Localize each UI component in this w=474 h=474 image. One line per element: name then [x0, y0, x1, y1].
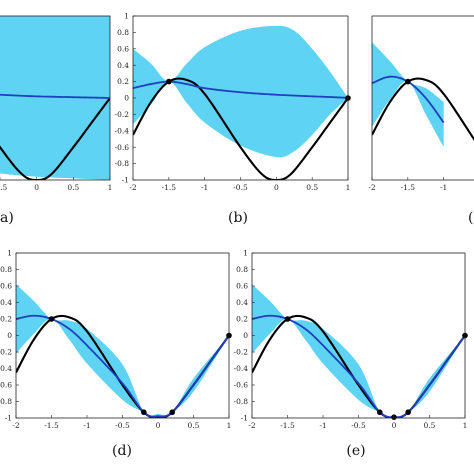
confidence-band: [16, 284, 229, 418]
true-function-line: [0, 97, 110, 180]
panel-d: -2 -1.5 -1 -0.5 0 0.5 1 1 0.8 0.6 0.4 0.2 0 -0.2 -0.4 -…: [0, 249, 232, 459]
y-tick-label: -0.8: [115, 159, 130, 168]
y-tick-label: -1: [5, 414, 12, 423]
x-tick-label: -1: [319, 421, 326, 430]
x-tick-label: -1: [201, 183, 208, 192]
y-tick-label: 0.4: [117, 61, 129, 70]
plot-area: [372, 42, 474, 148]
y-tick-label: -0.8: [0, 397, 12, 406]
y-tick-label: -0.4: [115, 126, 130, 135]
y-tick-label: 0.6: [117, 44, 129, 53]
y-tick-label: 1: [243, 249, 248, 258]
x-tick-label: -1.5: [44, 421, 59, 430]
x-tick-label: 0: [392, 421, 397, 430]
y-tick-label: 0: [243, 331, 248, 340]
posterior-mean-line: [133, 80, 348, 99]
y-tick-label: -0.6: [234, 381, 249, 390]
observation-point: [141, 409, 147, 416]
confidence-band: [0, 16, 110, 180]
x-tick-label: -2: [368, 183, 376, 192]
y-tick-label: 0.2: [236, 315, 248, 324]
y-tick-label: 0: [7, 331, 12, 340]
posterior-mean-line: [252, 314, 465, 418]
y-tick-label: -0.4: [234, 364, 249, 373]
y-tick-label: 1: [124, 12, 129, 21]
x-tick-label: 1: [108, 183, 113, 192]
y-tick-label: 0.8: [236, 265, 248, 274]
axes-frame: [371, 15, 474, 181]
x-tick-label: -0.5: [351, 421, 366, 430]
posterior-mean-line: [0, 93, 110, 99]
x-tick-label: 0: [274, 183, 279, 192]
confidence-band: [372, 42, 444, 148]
plot-area: [252, 284, 465, 418]
y-tick-label: -0.2: [115, 110, 130, 119]
x-tick-label: 0.5: [306, 183, 318, 192]
plot-area: [16, 284, 229, 418]
y-tick-label: 0.2: [117, 77, 129, 86]
x-tick-label: 0.5: [67, 183, 79, 192]
y-tick-label: 0.6: [236, 282, 248, 291]
y-tick-label: -0.6: [0, 381, 12, 390]
panel-caption: (d): [112, 443, 132, 459]
observation-point: [405, 78, 411, 85]
x-tick-label: 1: [346, 183, 351, 192]
y-tick-label: 1: [7, 249, 12, 258]
true-function-line: [372, 77, 474, 142]
panel-caption: (e): [346, 443, 365, 459]
panel-caption: (c: [468, 210, 474, 226]
x-tick-label: 0.5: [424, 421, 436, 430]
x-tick-label: 0: [34, 183, 39, 192]
x-tick-label: -1.5: [162, 183, 177, 192]
observation-point: [377, 409, 383, 416]
panel-e: -2 -1.5 -1 -0.5 0 0.5 1 1 0.8 0.6 0.4 0.2 0 -0.2 -0.4 -…: [234, 249, 468, 459]
observation-point: [48, 316, 55, 322]
axes-frame: [0, 15, 111, 181]
observation-point: [405, 409, 412, 416]
panel-b: -2 -1.5 -1 -0.5 0 0.5 1 1 0.8 0.6 0.4 0.2 0 -0.2 -0.4 -…: [115, 12, 351, 226]
y-tick-label: -1: [241, 414, 248, 423]
y-tick-label: -0.4: [0, 364, 12, 373]
x-tick-label: -0.5: [115, 421, 130, 430]
x-tick-label: -1: [440, 183, 447, 192]
x-tick-label: -0.5: [233, 183, 248, 192]
true-function-line: [133, 77, 348, 180]
y-tick-label: -0.2: [0, 348, 12, 357]
observation-point: [169, 409, 175, 416]
panel-caption: a): [0, 210, 14, 226]
plot-area: [0, 16, 110, 180]
y-tick-label: -0.2: [234, 348, 249, 357]
y-tick-label: 0.4: [0, 298, 12, 307]
x-tick-label: 0: [156, 421, 161, 430]
x-tick-label: -2: [129, 183, 137, 192]
x-tick-label: -1: [83, 421, 90, 430]
x-tick-label: -1.5: [401, 183, 416, 192]
observation-point: [166, 78, 172, 85]
y-tick-label: -0.6: [115, 143, 130, 152]
y-tick-label: 0.8: [0, 265, 12, 274]
observation-point: [284, 316, 291, 322]
panel-c: -2 -1.5 -1 (c: [368, 15, 474, 226]
x-tick-label: 1: [227, 421, 232, 430]
y-tick-label: 0.8: [117, 28, 129, 37]
x-tick-label: -2: [12, 421, 20, 430]
x-tick-label: 0.5: [188, 421, 200, 430]
posterior-mean-line: [16, 314, 229, 418]
y-tick-label: 0.2: [0, 315, 12, 324]
x-tick-label: -0.5: [0, 183, 7, 192]
x-tick-label: -2: [248, 421, 256, 430]
x-tick-label: -1.5: [280, 421, 295, 430]
x-tick-label: 1: [463, 421, 468, 430]
panel-caption: (b): [228, 210, 248, 226]
y-tick-label: 0.4: [236, 298, 248, 307]
panel-a: -0.5 0 0.5 1 a): [0, 15, 113, 226]
plot-area: [133, 25, 348, 180]
y-tick-label: -1: [122, 176, 129, 185]
y-tick-label: 0: [124, 94, 129, 103]
confidence-band: [252, 284, 465, 418]
y-tick-label: 0.6: [0, 282, 12, 291]
y-tick-label: -0.8: [234, 397, 249, 406]
